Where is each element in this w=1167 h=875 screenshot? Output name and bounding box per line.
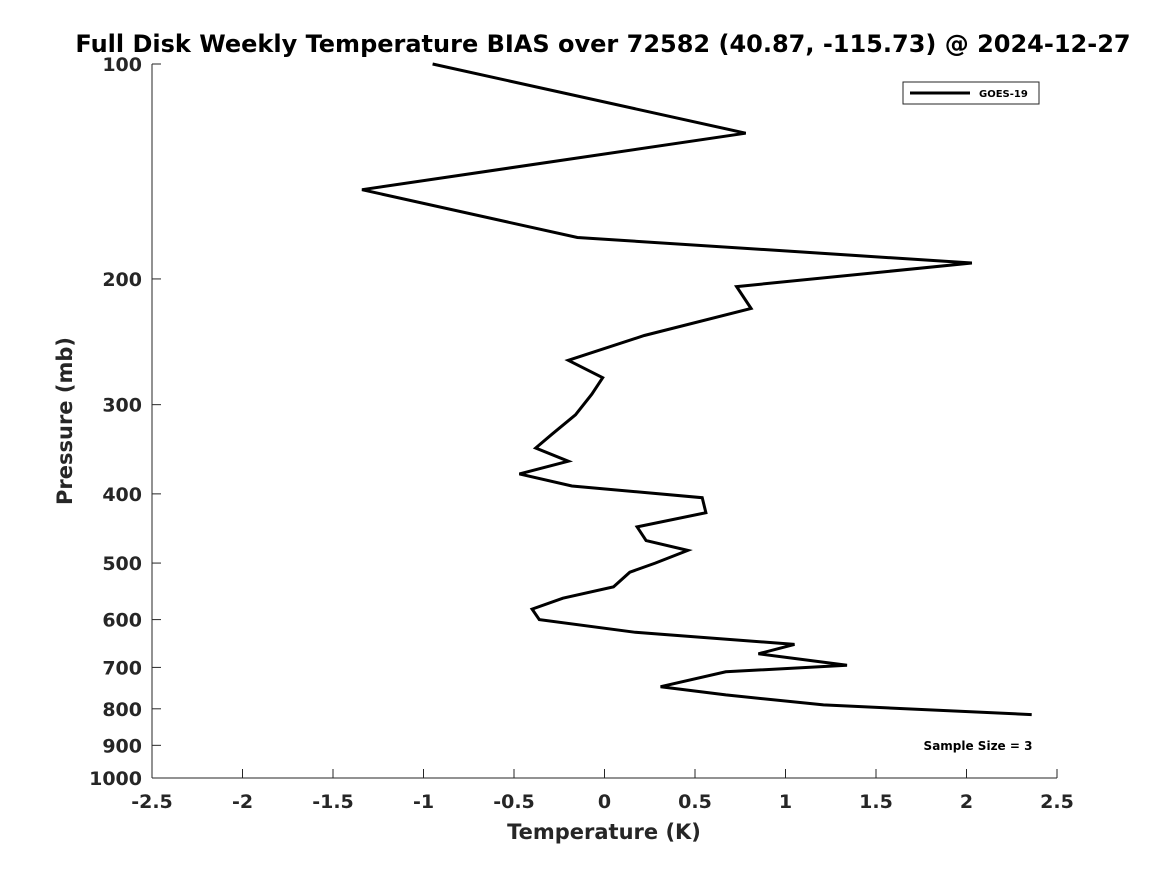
- legend-box: [902, 81, 1040, 105]
- series-layer: [361, 62, 1032, 717]
- x-tick-label: 2: [960, 791, 973, 813]
- y-tick-label: 300: [102, 395, 142, 417]
- x-tick-label: -1.5: [312, 791, 354, 813]
- x-tick-label: 1: [779, 791, 792, 813]
- y-tick-label: 400: [102, 484, 142, 506]
- x-tick-label: -2: [232, 791, 253, 813]
- y-tick-label: 600: [102, 610, 142, 632]
- y-tick-label: 700: [102, 657, 142, 679]
- x-axis-label: Temperature (K): [507, 820, 701, 844]
- series-line-goes-19: [361, 62, 1032, 717]
- y-tick-label: 100: [102, 54, 142, 76]
- y-tick-label: 800: [102, 699, 142, 721]
- y-tick-label: 200: [102, 269, 142, 291]
- y-axis-ticks: 100 200 300 400 500 600 700 800 900 1000: [89, 54, 161, 790]
- y-tick-label: 500: [102, 553, 142, 575]
- y-tick-label: 900: [102, 735, 142, 757]
- x-tick-label: 0: [598, 791, 611, 813]
- x-tick-label: 0.5: [678, 791, 712, 813]
- legend: GOES-19: [902, 81, 1040, 105]
- x-tick-label: -1: [413, 791, 434, 813]
- x-tick-label: -0.5: [493, 791, 535, 813]
- x-tick-label: -2.5: [131, 791, 173, 813]
- x-axis-ticks: -2.5 -2 -1.5 -1 -0.5 0 0.5 1 1.5 2 2.5: [131, 769, 1074, 813]
- sample-size-annotation: Sample Size = 3: [924, 739, 1033, 753]
- chart-title: Full Disk Weekly Temperature BIAS over 7…: [75, 30, 1130, 58]
- x-tick-label: 2.5: [1040, 791, 1074, 813]
- x-tick-label: 1.5: [859, 791, 893, 813]
- y-tick-label: 1000: [89, 768, 142, 790]
- y-axis-label: Pressure (mb): [53, 337, 77, 505]
- legend-label: GOES-19: [979, 89, 1028, 100]
